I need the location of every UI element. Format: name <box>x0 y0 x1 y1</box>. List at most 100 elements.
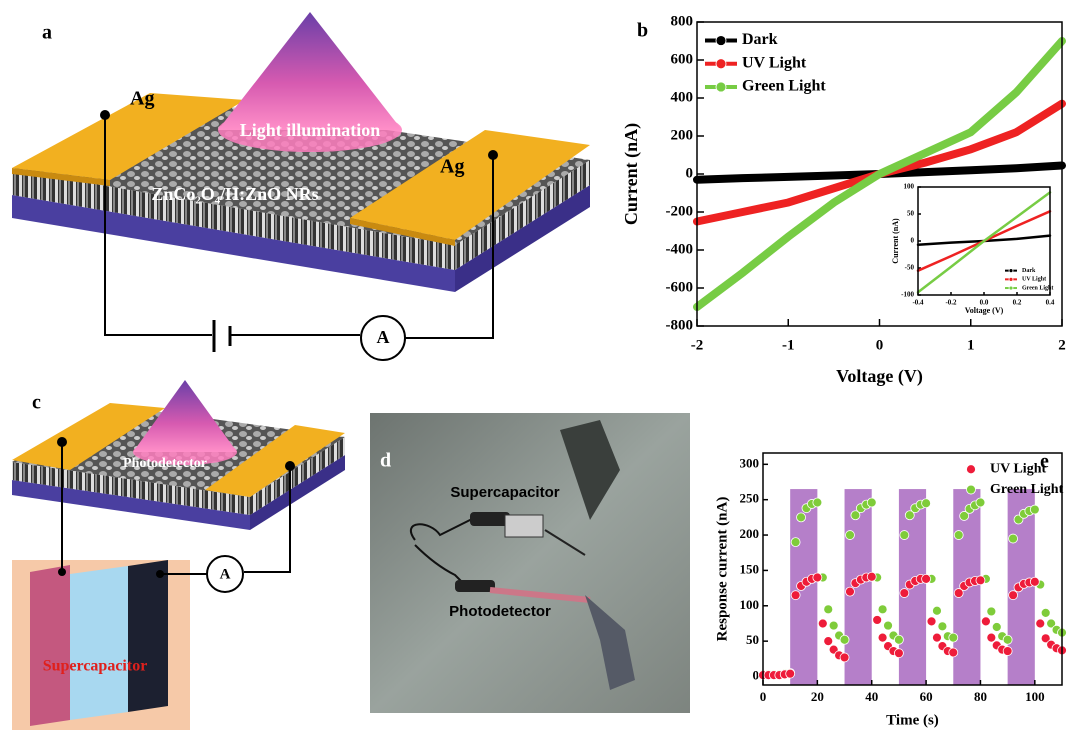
legend-label: Dark <box>1022 268 1036 274</box>
layer-label: ZnCo₂O₄/H:ZnO NRs <box>151 184 318 204</box>
data-point <box>785 668 796 679</box>
legend-marker <box>1008 285 1014 291</box>
data-point <box>839 652 850 663</box>
legend-marker <box>715 58 727 70</box>
x-axis-label: Voltage (V) <box>965 306 1004 315</box>
photo-d <box>370 413 690 713</box>
data-point <box>817 618 828 629</box>
legend-marker <box>1008 276 1014 282</box>
data-point <box>975 575 986 586</box>
light-label: Light illumination <box>240 120 381 140</box>
data-point <box>948 632 959 643</box>
data-point <box>959 511 970 521</box>
x-tick-label: 1 <box>967 337 975 353</box>
legend-marker <box>715 35 727 46</box>
data-point <box>991 622 1002 632</box>
y-tick-label: 100 <box>740 597 760 612</box>
data-point <box>1008 533 1018 544</box>
chart: -100 -50 0 50 100 -0.4 -0.2 0.0 0.2 0.4 Voltage (V… <box>891 183 1055 315</box>
data-point <box>921 574 931 584</box>
legend-label: Green Light <box>990 482 1064 497</box>
y-tick-label: 250 <box>740 491 760 506</box>
data-point <box>899 588 910 598</box>
data-point <box>877 632 888 643</box>
x-tick-label: 40 <box>865 689 878 704</box>
x-tick-label: 60 <box>920 689 933 704</box>
data-point <box>812 497 823 508</box>
x-tick-label: -0.4 <box>912 299 924 307</box>
y-tick-label: 100 <box>904 183 915 191</box>
data-point <box>823 636 834 647</box>
x-tick-label: 80 <box>974 689 987 704</box>
panel-label: a <box>42 22 52 44</box>
data-point <box>883 620 893 631</box>
y-tick-label: 50 <box>746 632 759 647</box>
device-label: Photodetector <box>123 456 207 471</box>
photo-label: Supercapacitor <box>450 484 559 501</box>
y-tick-label: 150 <box>740 561 760 576</box>
data-point <box>1029 504 1040 515</box>
y-axis-label: Response current (nA) <box>714 497 730 642</box>
x-axis-label: Voltage (V) <box>836 366 923 387</box>
y-tick-label: 300 <box>740 455 760 470</box>
data-point <box>1040 633 1051 644</box>
x-tick-label: 0 <box>760 689 767 704</box>
x-tick-label: 2 <box>1058 337 1066 353</box>
legend-label: Dark <box>742 31 778 48</box>
legend-label: Green Light <box>1022 285 1053 291</box>
legend-label: Green Light <box>742 78 826 95</box>
series-line <box>916 191 1052 294</box>
legend-marker <box>966 484 976 495</box>
panel-label: d <box>380 450 391 472</box>
data-point <box>1035 618 1046 629</box>
y-tick-label: 200 <box>740 526 760 541</box>
x-tick-label: -0.2 <box>945 299 957 307</box>
data-point <box>845 530 855 540</box>
legend-label: UV Light <box>1022 277 1046 283</box>
x-tick-label: -2 <box>691 337 704 353</box>
y-tick-label: 0 <box>686 165 694 181</box>
data-point <box>839 634 850 645</box>
panel-label: c <box>32 392 41 414</box>
storage-label: Supercapacitor <box>43 658 148 675</box>
x-tick-label: 0.4 <box>1046 299 1055 307</box>
data-point <box>1040 607 1051 618</box>
data-point <box>975 497 986 508</box>
data-point <box>1002 646 1013 656</box>
y-tick-label: -50 <box>905 264 915 272</box>
y-tick-label: 400 <box>671 89 694 105</box>
data-point <box>986 632 997 643</box>
y-tick-label: -100 <box>901 291 914 299</box>
photo-label: Photodetector <box>449 603 551 620</box>
y-tick-label: -800 <box>666 317 694 333</box>
y-tick-label: -400 <box>666 241 694 257</box>
panel-label: e <box>1040 451 1049 473</box>
data-point <box>1002 634 1013 645</box>
data-point <box>828 620 839 631</box>
plot-frame <box>917 186 1051 296</box>
data-point <box>932 605 942 616</box>
data-point <box>790 537 801 548</box>
chart: 0 50 100 150 200 250 300 0 20 40 60 80 100 Time (s) Re… <box>714 452 1067 728</box>
data-point <box>948 647 959 658</box>
x-tick-label: 100 <box>1025 689 1045 704</box>
legend-label: UV Light <box>742 54 807 71</box>
x-tick-label: 0.2 <box>1013 299 1022 307</box>
electrode-label: Ag <box>440 156 464 178</box>
y-axis-label: Current (nA) <box>621 123 642 225</box>
x-tick-label: 0 <box>876 337 884 353</box>
data-point <box>937 621 948 632</box>
y-tick-label: 800 <box>671 13 694 29</box>
panel-label: b <box>637 20 648 42</box>
data-point <box>1046 618 1057 629</box>
data-point <box>866 571 877 582</box>
y-tick-label: 200 <box>671 127 694 143</box>
data-point <box>894 648 904 659</box>
y-tick-label: 0 <box>911 237 915 245</box>
data-point <box>850 510 861 521</box>
ammeter-label: A <box>377 327 390 347</box>
data-point <box>877 604 888 615</box>
y-tick-label: -600 <box>666 279 694 295</box>
y-tick-label: 0 <box>753 667 760 682</box>
